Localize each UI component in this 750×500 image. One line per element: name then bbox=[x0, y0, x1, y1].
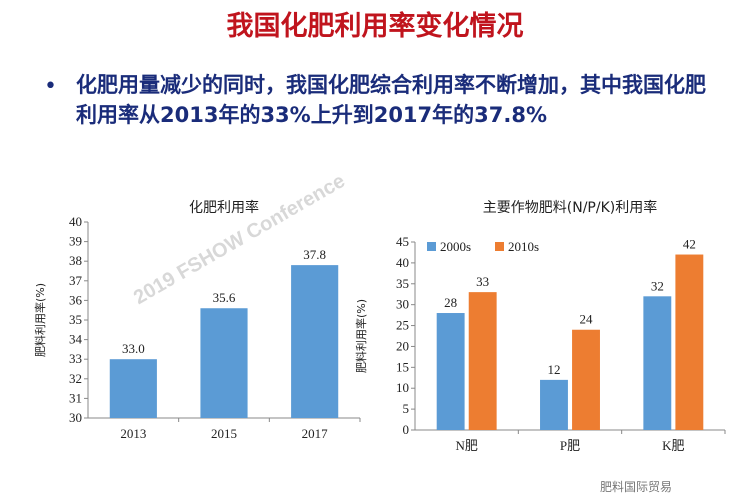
chart2-data-label: 32 bbox=[651, 278, 664, 293]
chart2-y-tick-label: 40 bbox=[396, 255, 409, 270]
chart2-legend-label: 2010s bbox=[508, 239, 539, 254]
chart2-data-label: 24 bbox=[580, 312, 594, 327]
chart2-y-tick-label: 45 bbox=[396, 234, 409, 249]
chart1-y-tick-label: 39 bbox=[69, 234, 82, 249]
chart2-bar bbox=[540, 379, 568, 430]
chart1-y-tick-label: 37 bbox=[69, 273, 83, 288]
chart1-data-label: 33.0 bbox=[122, 341, 145, 356]
bullet-text: 化肥用量减少的同时，我国化肥综合利用率不断增加，其中我国化肥利用率从2013年的… bbox=[76, 73, 706, 127]
chart1-y-tick-label: 40 bbox=[69, 214, 82, 229]
chart1-bar bbox=[291, 265, 339, 418]
slide-title: 我国化肥利用率变化情况 bbox=[226, 11, 524, 42]
chart2-y-tick-label: 5 bbox=[403, 401, 410, 416]
chart2-y-axis-label: 肥料利用率(%) bbox=[354, 299, 368, 373]
chart1-y-tick-label: 32 bbox=[69, 371, 82, 386]
footer-source: 肥料国际贸易 bbox=[600, 480, 673, 494]
chart2-y-tick-label: 20 bbox=[396, 338, 409, 353]
chart1-y-tick-label: 38 bbox=[69, 253, 82, 268]
chart2-bar bbox=[675, 254, 704, 430]
chart2-legend-swatch bbox=[495, 242, 504, 251]
chart1-y-tick-label: 34 bbox=[69, 332, 83, 347]
chart2-title: 主要作物肥料(N/P/K)利用率 bbox=[483, 199, 657, 216]
chart2-x-tick-label: N肥 bbox=[455, 438, 477, 453]
chart2-data-label: 28 bbox=[444, 295, 457, 310]
chart2-y-tick-label: 35 bbox=[396, 276, 409, 291]
chart1-title: 化肥利用率 bbox=[189, 199, 259, 216]
chart2-bar bbox=[643, 296, 672, 430]
chart1-x-tick-label: 2017 bbox=[302, 426, 329, 441]
chart1-data-label: 37.8 bbox=[303, 247, 326, 262]
chart2-bar bbox=[468, 292, 497, 430]
chart2-bar bbox=[572, 329, 600, 430]
chart1-data-label: 35.6 bbox=[213, 290, 236, 305]
chart2-legend-label: 2000s bbox=[440, 239, 471, 254]
chart1-x-tick-label: 2015 bbox=[211, 426, 237, 441]
chart2-x-tick-label: K肥 bbox=[662, 438, 684, 453]
chart2-data-label: 12 bbox=[547, 362, 560, 377]
chart1-y-tick-label: 30 bbox=[69, 410, 82, 425]
chart1-x-tick-label: 2013 bbox=[120, 426, 146, 441]
chart2-data-label: 42 bbox=[683, 237, 696, 252]
chart2-y-tick-label: 25 bbox=[396, 318, 409, 333]
chart2-y-tick-label: 30 bbox=[396, 297, 409, 312]
chart2-y-tick-label: 10 bbox=[396, 380, 409, 395]
chart1-bar bbox=[200, 308, 248, 418]
chart2-y-tick-label: 0 bbox=[403, 422, 410, 437]
chart1-bar bbox=[109, 359, 157, 418]
bullet-marker: • bbox=[44, 74, 57, 99]
chart2-legend-swatch bbox=[427, 242, 436, 251]
chart1-y-tick-label: 31 bbox=[69, 390, 82, 405]
chart1-y-axis-label: 肥料利用率(%) bbox=[33, 283, 47, 357]
chart1-y-tick-label: 33 bbox=[69, 351, 82, 366]
chart2-y-tick-label: 15 bbox=[396, 359, 409, 374]
chart2-data-label: 33 bbox=[476, 274, 489, 289]
chart2-x-tick-label: P肥 bbox=[560, 438, 580, 453]
chart1-y-tick-label: 36 bbox=[69, 292, 83, 307]
chart1-y-tick-label: 35 bbox=[69, 312, 82, 327]
chart2-bar bbox=[436, 313, 465, 430]
